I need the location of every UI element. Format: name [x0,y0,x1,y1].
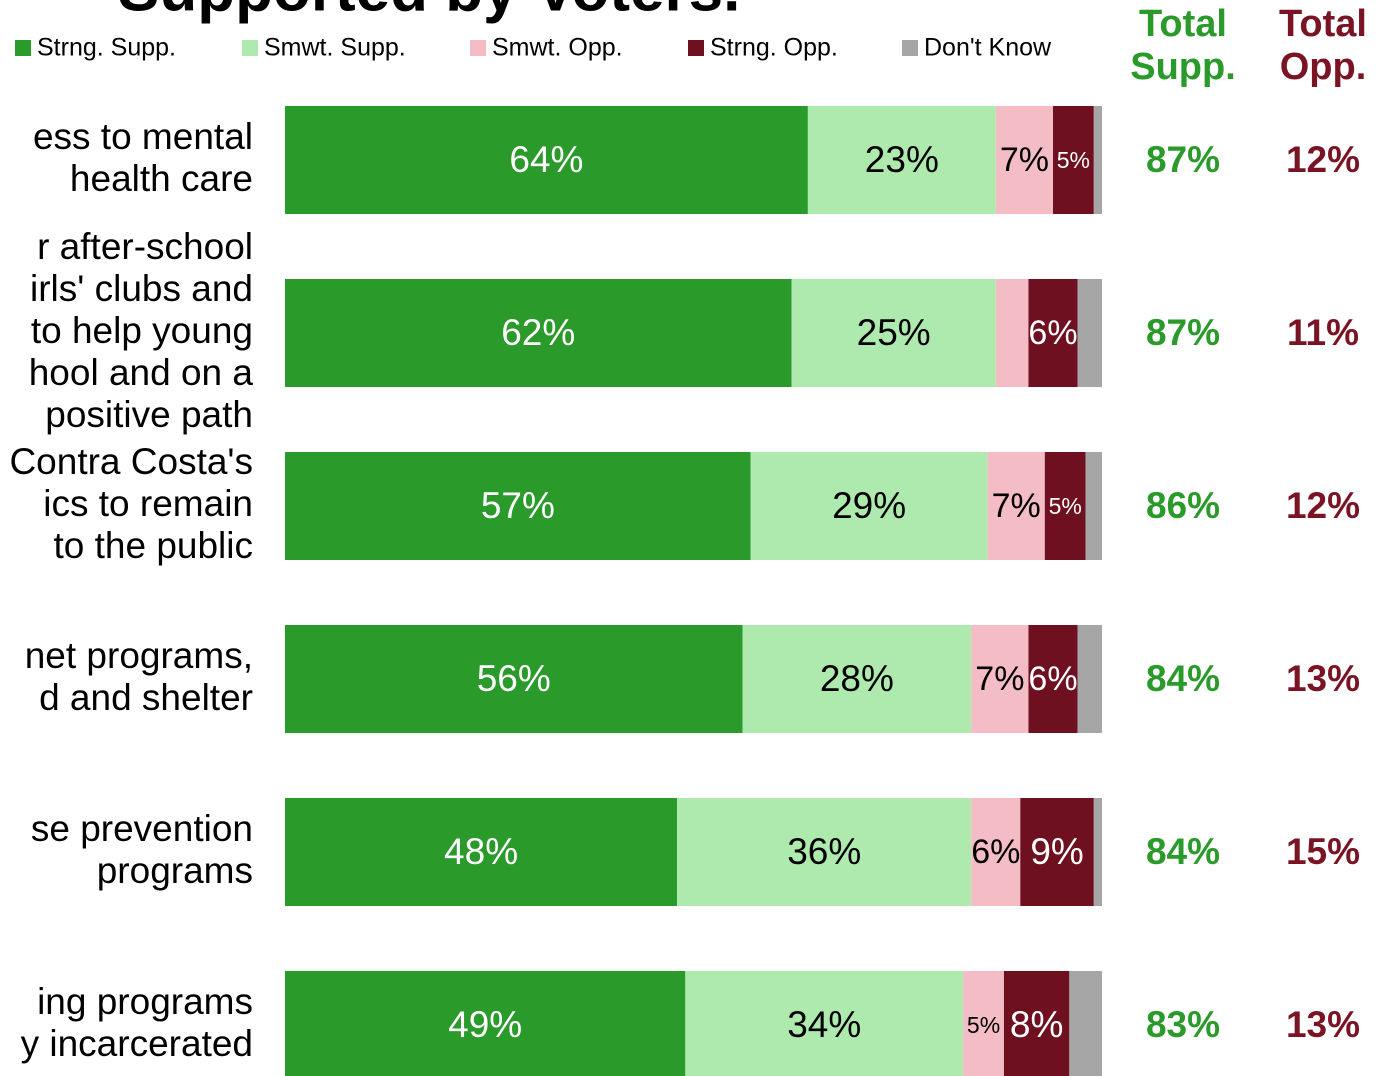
total-value: 13% [1286,1004,1360,1045]
total-header: Opp. [1280,46,1367,88]
value-label: 25% [857,312,931,353]
value-label: 6% [971,833,1020,871]
value-label: 48% [444,831,518,872]
total-header: Supp. [1130,46,1236,88]
total-value: 84% [1146,831,1220,872]
category-label: d and shelter [39,677,253,718]
chart-title: Supported by Voters. [118,0,740,24]
total-value: 87% [1146,312,1220,353]
category-label: hool and on a [29,352,254,393]
legend-label: Don't Know [924,34,1052,62]
value-label: 7% [1000,141,1049,179]
category-label: to help young [31,310,253,351]
bar-segment [285,279,792,387]
category-label: r after-school [37,226,253,267]
bar-segment [750,452,988,560]
value-label: 6% [1028,660,1077,698]
bar-segment [995,106,1053,214]
value-label: 5% [1057,147,1090,173]
value-label: 29% [832,485,906,526]
bar-segment [1069,971,1102,1076]
category-label: ing programs [37,981,253,1022]
bar-segment [791,279,996,387]
bar-segment [987,452,1045,560]
legend-label: Smwt. Supp. [264,34,406,62]
value-label: 8% [1010,1004,1063,1045]
bar-segment [285,106,808,214]
value-label: 57% [481,485,555,526]
bar-segment [1077,279,1102,387]
value-label: 6% [1028,314,1077,352]
legend-swatch [902,40,918,56]
legend-label: Smwt. Opp. [492,34,623,62]
category-label: programs [97,850,253,891]
bar-segment [285,798,678,906]
category-label: y incarcerated [21,1023,253,1064]
bar-segment [995,279,1029,387]
legend-swatch [470,40,486,56]
legend-swatch [242,40,258,56]
value-label: 23% [865,139,939,180]
category-label: net programs, [25,635,253,676]
bar-segment [1044,452,1086,560]
total-header: Total [1139,3,1227,45]
total-value: 86% [1146,485,1220,526]
total-value: 15% [1286,831,1360,872]
value-label: 7% [992,487,1041,525]
value-label: 5% [1049,493,1082,519]
bar-segment [742,625,972,733]
bar-segment [677,798,972,906]
category-label: Contra Costa's [9,441,253,482]
total-value: 87% [1146,139,1220,180]
total-value: 83% [1146,1004,1220,1045]
total-value: 13% [1286,658,1360,699]
bar-segment [1077,625,1102,733]
bar-segment [285,625,743,733]
value-label: 56% [477,658,551,699]
legend-swatch [688,40,704,56]
value-label: 9% [1030,831,1083,872]
total-value: 12% [1286,485,1360,526]
category-label: health care [70,158,253,199]
bar-segment [1093,106,1102,214]
value-label: 28% [820,658,894,699]
category-label: ics to remain [43,483,253,524]
total-value: 12% [1286,139,1360,180]
bar-segment [1028,279,1078,387]
bar-segment [971,625,1029,733]
category-label: ess to mental [33,116,253,157]
bar-segment [963,971,1004,1076]
bar-segment [1085,452,1102,560]
category-label: se prevention [31,808,253,849]
bar-segment [285,971,686,1076]
value-label: 36% [787,831,861,872]
total-value: 11% [1287,312,1359,353]
bar-segment [1028,625,1078,733]
value-label: 64% [509,139,583,180]
bar-segment [1003,971,1070,1076]
legend-label: Strng. Opp. [710,34,838,62]
total-header: Total [1279,3,1367,45]
total-value: 84% [1146,658,1220,699]
category-label: to the public [53,525,253,566]
bar-segment [807,106,996,214]
bar-segment [971,798,1021,906]
bar-segment [685,971,964,1076]
value-label: 34% [787,1004,861,1045]
value-label: 49% [448,1004,522,1045]
value-label: 5% [967,1012,1000,1038]
legend-label: Strng. Supp. [37,34,176,62]
bar-segment [1052,106,1094,214]
category-label: positive path [45,394,253,435]
bar-segment [285,452,751,560]
category-label: irls' clubs and [30,268,253,309]
bar-segment [1093,798,1102,906]
value-label: 7% [975,660,1024,698]
value-label: 62% [501,312,575,353]
legend-swatch [15,40,31,56]
bar-segment [1020,798,1094,906]
